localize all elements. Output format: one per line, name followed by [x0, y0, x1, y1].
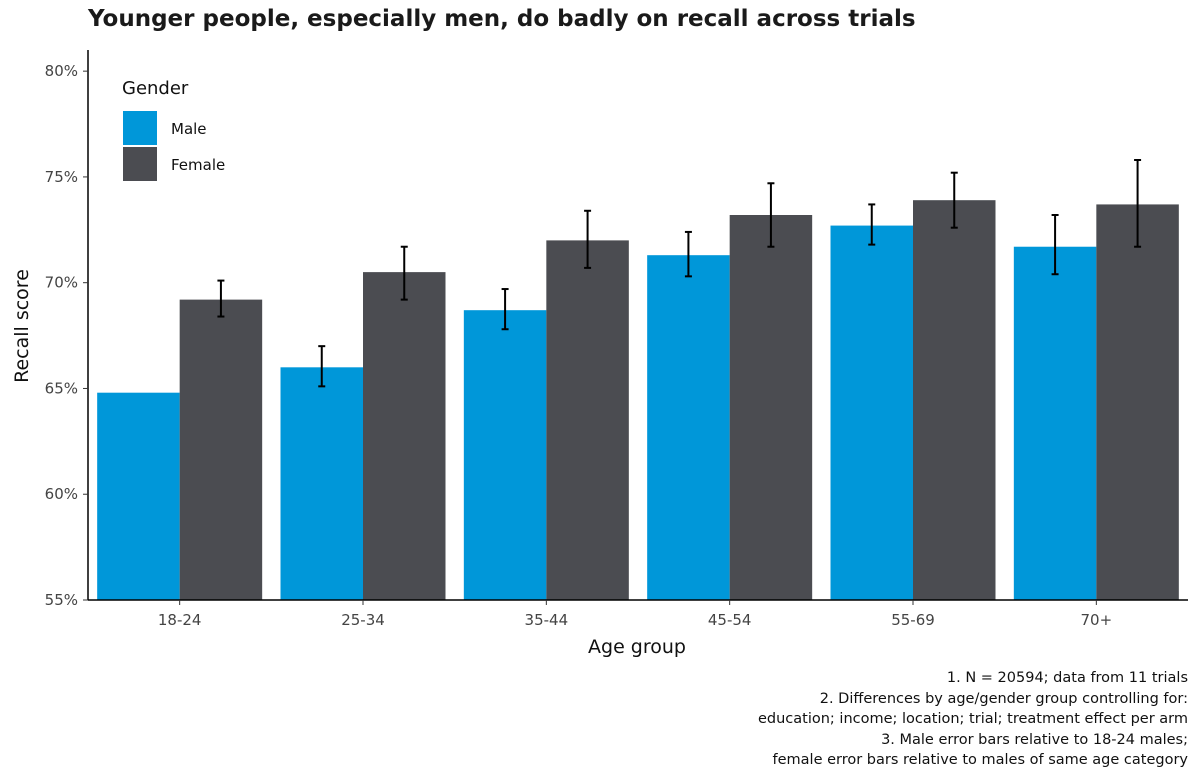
footnotes: 1. N = 20594; data from 11 trials 2. Dif… [758, 668, 1188, 771]
bars-layer [97, 200, 1179, 601]
x-axis-title: Age group [588, 636, 686, 658]
bar-female-55-69 [913, 200, 996, 600]
footnote-line: education; income; location; trial; trea… [757, 711, 1188, 727]
bar-female-70+ [1096, 204, 1179, 601]
y-axis-ticks: 55% 60% 65% 70% 75% 80% [45, 62, 88, 609]
error-bar-female-55-69 [950, 171, 958, 229]
error-bar-male-70+ [1051, 214, 1059, 276]
bar-female-25-34 [363, 272, 446, 600]
y-tick-label: 70% [45, 274, 78, 292]
error-bar-female-70+ [1134, 159, 1142, 248]
legend-title: Gender [122, 78, 189, 99]
y-tick-label: 55% [45, 591, 78, 609]
error-bars-layer [217, 159, 1142, 388]
x-axis-ticks: 18-24 25-34 35-44 45-54 55-69 70+ [158, 600, 1112, 629]
error-bar-female-35-44 [584, 209, 592, 269]
footnote-line: female error bars relative to males of s… [772, 752, 1189, 768]
error-bar-female-45-54 [767, 182, 775, 248]
x-tick-label: 45-54 [708, 611, 752, 629]
y-tick-label: 65% [45, 379, 78, 397]
bar-female-18-24 [179, 299, 263, 600]
y-axis-title: Recall score [11, 269, 33, 383]
x-tick-label: 55-69 [891, 611, 935, 629]
error-bar-male-35-44 [501, 288, 509, 331]
x-tick-label: 18-24 [158, 611, 202, 629]
footnote-line: 1. N = 20594; data from 11 trials [946, 670, 1188, 686]
y-tick-label: 75% [45, 168, 78, 186]
footnote-line: 2. Differences by age/gender group contr… [819, 690, 1188, 707]
error-bar-female-18-24 [217, 279, 225, 318]
error-bar-male-25-34 [318, 345, 326, 388]
legend-label-female: Female [171, 156, 225, 174]
bar-male-55-69 [830, 225, 913, 600]
error-bar-male-55-69 [868, 203, 876, 246]
legend-label-male: Male [171, 120, 207, 138]
error-bar-male-45-54 [684, 230, 692, 278]
x-tick-label: 25-34 [341, 611, 385, 629]
x-tick-label: 35-44 [525, 611, 569, 629]
y-tick-label: 80% [45, 62, 78, 80]
bar-female-35-44 [546, 240, 629, 600]
legend-swatch-female [123, 147, 157, 181]
bar-male-35-44 [463, 310, 547, 600]
error-bar-female-25-34 [400, 245, 408, 301]
chart-title: Younger people, especially men, do badly… [88, 6, 916, 32]
legend: Gender Male Female [122, 78, 225, 181]
bar-male-70+ [1013, 246, 1097, 601]
bar-male-18-24 [97, 392, 180, 600]
bar-male-45-54 [647, 255, 730, 600]
bar-female-45-54 [729, 215, 813, 600]
y-tick-label: 60% [45, 485, 78, 503]
footnote-line: 3. Male error bars relative to 18-24 mal… [881, 731, 1188, 748]
bar-male-25-34 [280, 367, 363, 600]
legend-swatch-male [123, 111, 157, 145]
x-tick-label: 70+ [1081, 611, 1113, 629]
